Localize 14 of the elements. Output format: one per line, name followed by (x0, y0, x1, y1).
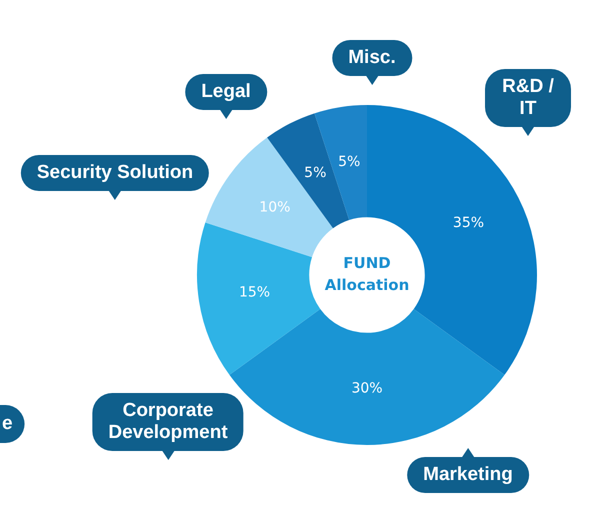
data-label: 10% (259, 200, 290, 216)
data-label: 5% (338, 154, 360, 170)
text: FUND Allocation (324, 254, 410, 294)
data-label: 35% (452, 214, 484, 231)
data-label: 5% (304, 165, 326, 182)
slice-label: Misc. (348, 47, 396, 68)
slice-label: R&D / IT (502, 76, 554, 119)
text: e (2, 413, 13, 434)
slice-label: Security Solution (36, 162, 194, 183)
slice-label: Corporate Development (108, 400, 228, 443)
slice-label: Legal (201, 81, 251, 102)
slice-label: Marketing (423, 464, 513, 485)
data-label: 15% (238, 284, 270, 300)
data-label: 30% (351, 380, 383, 397)
